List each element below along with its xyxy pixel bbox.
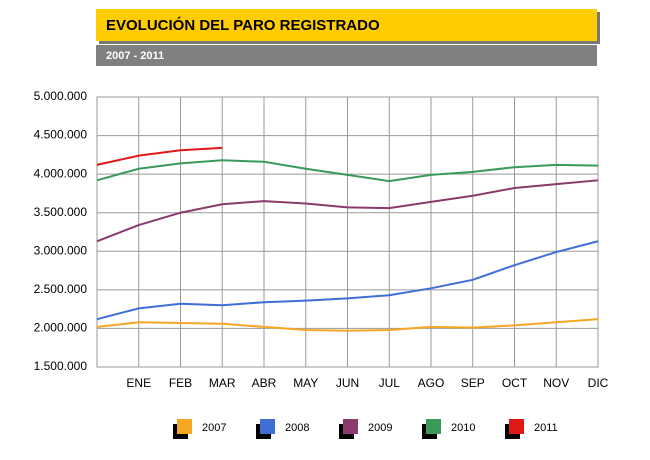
chart-title: EVOLUCIÓN DEL PARO REGISTRADO: [106, 16, 380, 34]
x-tick-label: JUN: [336, 376, 359, 390]
legend-label: 2009: [368, 422, 392, 434]
x-tick-label: JUL: [379, 376, 401, 390]
x-tick-label: NOV: [543, 376, 569, 390]
x-tick-label: DIC: [588, 376, 609, 390]
legend-swatch: [426, 419, 441, 434]
series-line: [96, 240, 599, 321]
legend-label: 2011: [534, 422, 558, 434]
x-tick-label: ABR: [252, 376, 277, 390]
legend-swatch: [177, 419, 192, 434]
title-banner: [96, 9, 597, 41]
chart-subtitle: 2007 - 2011: [106, 50, 164, 62]
x-tick-label: SEP: [461, 376, 485, 390]
y-tick-label: 3.000.000: [34, 243, 88, 257]
legend-swatch: [260, 419, 275, 434]
y-tick-label: 1.500.000: [34, 359, 88, 373]
x-tick-label: FEB: [169, 376, 192, 390]
y-tick-label: 2.000.000: [34, 321, 88, 335]
legend-label: 2007: [202, 422, 226, 434]
series-line: [96, 146, 223, 166]
x-tick-label: MAY: [293, 376, 318, 390]
y-tick-label: 4.500.000: [34, 128, 88, 142]
series-line: [96, 318, 599, 332]
y-tick-label: 3.500.000: [34, 205, 88, 219]
series-line: [96, 179, 599, 243]
legend-label: 2008: [285, 422, 309, 434]
x-tick-label: MAR: [209, 376, 236, 390]
y-tick-label: 2.500.000: [34, 282, 88, 296]
legend-swatch: [343, 419, 358, 434]
y-tick-label: 5.000.000: [34, 89, 88, 103]
x-tick-label: ENE: [126, 376, 151, 390]
series-line: [96, 159, 599, 183]
x-tick-label: OCT: [502, 376, 528, 390]
legend-swatch: [509, 419, 524, 434]
y-tick-label: 4.000.000: [34, 166, 88, 180]
x-tick-label: AGO: [418, 376, 445, 390]
subtitle-banner: [96, 45, 597, 66]
legend-label: 2010: [451, 422, 475, 434]
